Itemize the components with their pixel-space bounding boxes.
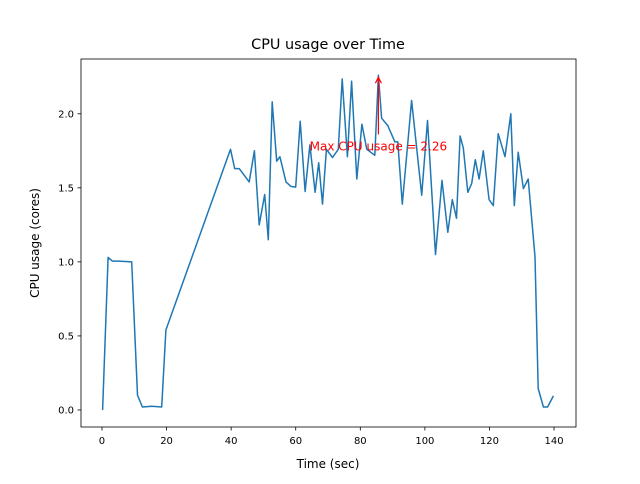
y-tick-label: 0.0 xyxy=(58,405,74,416)
x-tick-label: 0 xyxy=(99,436,105,447)
y-ticks: 0.0 0.5 1.0 1.5 2.0 xyxy=(58,109,81,416)
annotation-text: Max CPU usage = 2.26 xyxy=(310,139,447,153)
y-tick-label: 1.5 xyxy=(58,183,74,194)
x-axis-label: Time (sec) xyxy=(296,457,360,471)
y-tick-label: 1.0 xyxy=(58,257,74,268)
cpu-usage-line xyxy=(101,74,555,411)
x-tick-label: 40 xyxy=(225,436,238,447)
x-tick-label: 120 xyxy=(480,436,499,447)
plot-area xyxy=(101,74,555,411)
x-tick-label: 140 xyxy=(544,436,563,447)
x-ticks: 0 20 40 60 80 100 120 140 xyxy=(99,427,564,447)
annotation-arrow-head xyxy=(374,75,382,84)
x-tick-label: 20 xyxy=(160,436,173,447)
x-tick-label: 60 xyxy=(289,436,302,447)
annotation-group: Max CPU usage = 2.26 xyxy=(310,75,447,153)
chart-title: CPU usage over Time xyxy=(251,37,405,53)
y-tick-label: 0.5 xyxy=(58,331,74,342)
y-tick-label: 2.0 xyxy=(58,109,74,120)
x-tick-label: 100 xyxy=(415,436,434,447)
x-tick-label: 80 xyxy=(354,436,367,447)
axes-frame xyxy=(80,58,577,428)
y-axis-label: CPU usage (cores) xyxy=(28,188,42,298)
